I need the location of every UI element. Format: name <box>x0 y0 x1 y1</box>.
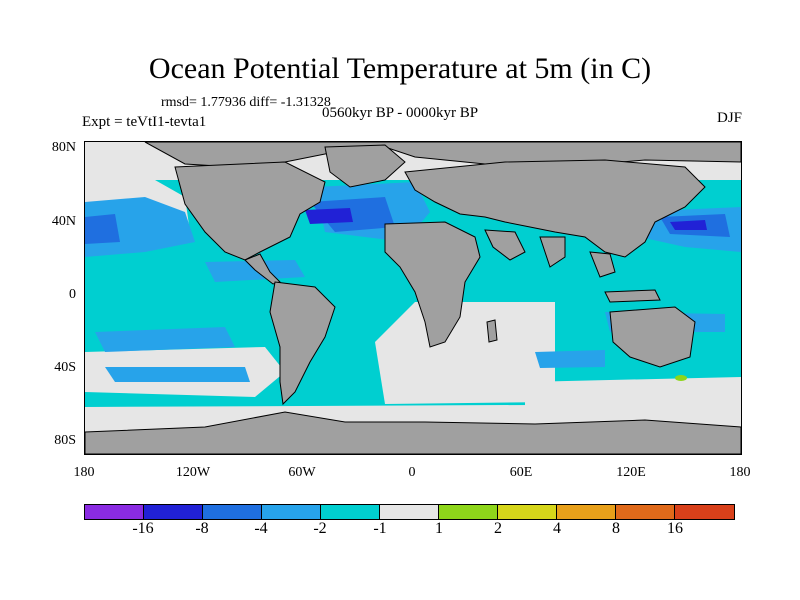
cb-label-8: 8 <box>612 520 620 537</box>
colorbar-box-5 <box>380 505 439 519</box>
lon-label-120e: 120E <box>616 465 646 480</box>
lat-label-80n: 80N <box>51 140 76 155</box>
colorbar-box-1 <box>144 505 203 519</box>
cb-label-minus4: -4 <box>254 520 268 537</box>
colorbar <box>84 504 735 520</box>
lon-label-60w: 60W <box>288 465 316 480</box>
cb-label-minus8: -8 <box>195 520 209 537</box>
lon-label-180w: 180 <box>73 465 95 480</box>
experiment-label: Expt = teVtI1-tevta1 <box>82 114 207 130</box>
lat-label-40s: 40S <box>54 360 76 375</box>
colorbar-box-7 <box>498 505 557 519</box>
cb-label-minus2: -2 <box>313 520 327 537</box>
colorbar-box-0 <box>85 505 144 519</box>
cb-label-2: 2 <box>494 520 502 537</box>
colorbar-box-4 <box>321 505 380 519</box>
colorbar-box-2 <box>203 505 262 519</box>
cb-label-minus16: -16 <box>132 520 154 537</box>
cb-label-16: 16 <box>667 520 683 537</box>
colorbar-box-9 <box>616 505 675 519</box>
lon-label-60e: 60E <box>509 465 533 480</box>
cb-label-4: 4 <box>553 520 561 537</box>
cb-label-1: 1 <box>435 520 443 537</box>
land-masses <box>85 142 741 454</box>
lat-label-40n: 40N <box>51 214 76 229</box>
map-svg <box>85 142 741 454</box>
chart-title: Ocean Potential Temperature at 5m (in C) <box>148 52 652 85</box>
season-label: DJF <box>716 110 742 126</box>
colorbar-box-6 <box>439 505 498 519</box>
colorbar-box-10 <box>675 505 734 519</box>
cb-label-minus1: -1 <box>373 520 387 537</box>
lon-label-0: 0 <box>408 465 416 480</box>
stats-label: rmsd= 1.77936 diff= -1.31328 <box>161 95 331 110</box>
lat-label-0: 0 <box>69 287 76 302</box>
map-panel <box>84 141 742 455</box>
blue-dark-patches <box>305 208 707 230</box>
period-label: 0560kyr BP - 0000kyr BP <box>322 105 479 121</box>
lat-label-80s: 80S <box>54 433 76 448</box>
lon-label-180e: 180 <box>729 465 751 480</box>
colorbar-box-3 <box>262 505 321 519</box>
lon-label-120w: 120W <box>175 465 211 480</box>
colorbar-box-8 <box>557 505 616 519</box>
